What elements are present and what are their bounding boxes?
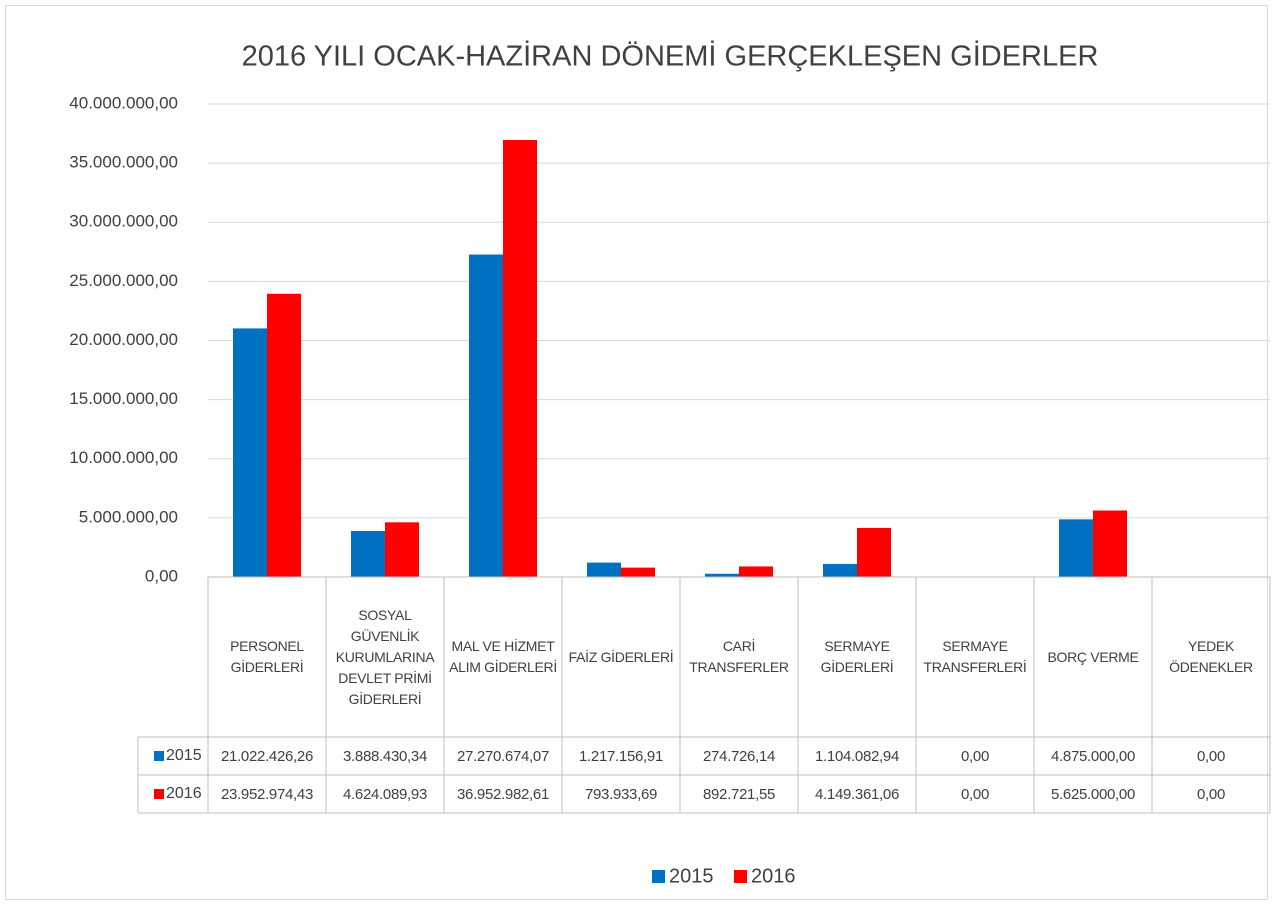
legend-key xyxy=(154,751,164,761)
table-value: 3.888.430,34 xyxy=(343,747,427,765)
bar xyxy=(385,522,419,577)
legend-label: 2016 xyxy=(751,865,796,887)
category-label: SERMAYE GİDERLERİ xyxy=(820,638,894,675)
table-value: 4.149.361,06 xyxy=(815,785,899,803)
table-value: 274.726,14 xyxy=(702,747,776,765)
chart-title: 2016 YILI OCAK-HAZİRAN DÖNEMİ GERÇEKLEŞE… xyxy=(242,40,1099,73)
table-value: 1.104.082,94 xyxy=(815,747,899,765)
category-label: YEDEK ÖDENEKLER xyxy=(1169,638,1253,675)
legend-key xyxy=(154,789,164,799)
category-label: PERSONEL GİDERLERİ xyxy=(230,638,304,675)
bar xyxy=(1093,510,1127,577)
y-tick-label: 20.000.000,00 xyxy=(69,330,178,349)
bar xyxy=(587,562,621,577)
table-value: 0,00 xyxy=(961,785,989,803)
y-tick-label: 0,00 xyxy=(145,566,178,585)
y-tick-label: 25.000.000,00 xyxy=(69,271,178,290)
bar xyxy=(857,527,891,577)
table-value: 5.625.000,00 xyxy=(1051,785,1135,803)
bar xyxy=(1059,519,1093,577)
table-value: 27.270.674,07 xyxy=(456,747,550,765)
table-value: 21.022.426,26 xyxy=(220,747,314,765)
row-header: 2015 xyxy=(166,747,202,764)
table-value: 36.952.982,61 xyxy=(456,785,550,803)
bar xyxy=(705,573,739,577)
row-header: 2016 xyxy=(166,785,202,802)
category-label: FAİZ GİDERLERİ xyxy=(568,648,674,665)
y-tick-label: 40.000.000,00 xyxy=(69,93,178,112)
table-value: 0,00 xyxy=(961,747,989,765)
category-label: SERMAYE TRANSFERLERİ xyxy=(923,638,1027,675)
table-value: 892.721,55 xyxy=(702,785,776,803)
bar xyxy=(233,328,267,577)
bar xyxy=(351,531,385,577)
category-label: SOSYAL GÜVENLİK KURUMLARINA DEVLET PRİMİ… xyxy=(335,606,435,707)
category-label: BORÇ VERME xyxy=(1047,648,1139,665)
bar xyxy=(823,563,857,577)
table-value: 0,00 xyxy=(1197,785,1225,803)
table-value: 23.952.974,43 xyxy=(220,785,314,803)
table-value: 793.933,69 xyxy=(584,785,658,803)
y-tick-label: 15.000.000,00 xyxy=(69,389,178,408)
y-tick-label: 30.000.000,00 xyxy=(69,212,178,231)
legend-swatch xyxy=(734,870,747,883)
bar xyxy=(621,567,655,577)
y-tick-label: 10.000.000,00 xyxy=(69,448,178,467)
bar xyxy=(469,254,503,577)
legend-swatch xyxy=(652,870,665,883)
chart-frame xyxy=(5,5,1268,900)
legend-label: 2015 xyxy=(669,865,714,887)
bar xyxy=(503,140,537,577)
table-value: 0,00 xyxy=(1197,747,1225,765)
bar xyxy=(739,566,773,577)
table-value: 1.217.156,91 xyxy=(579,747,663,765)
table-value: 4.875.000,00 xyxy=(1051,747,1135,765)
category-label: MAL VE HİZMET ALIM GİDERLERİ xyxy=(449,638,557,675)
y-tick-label: 35.000.000,00 xyxy=(69,153,178,172)
bar xyxy=(267,293,301,577)
category-label: CARİ TRANSFERLER xyxy=(689,638,789,675)
y-tick-label: 5.000.000,00 xyxy=(79,507,178,526)
table-value: 4.624.089,93 xyxy=(343,785,427,803)
